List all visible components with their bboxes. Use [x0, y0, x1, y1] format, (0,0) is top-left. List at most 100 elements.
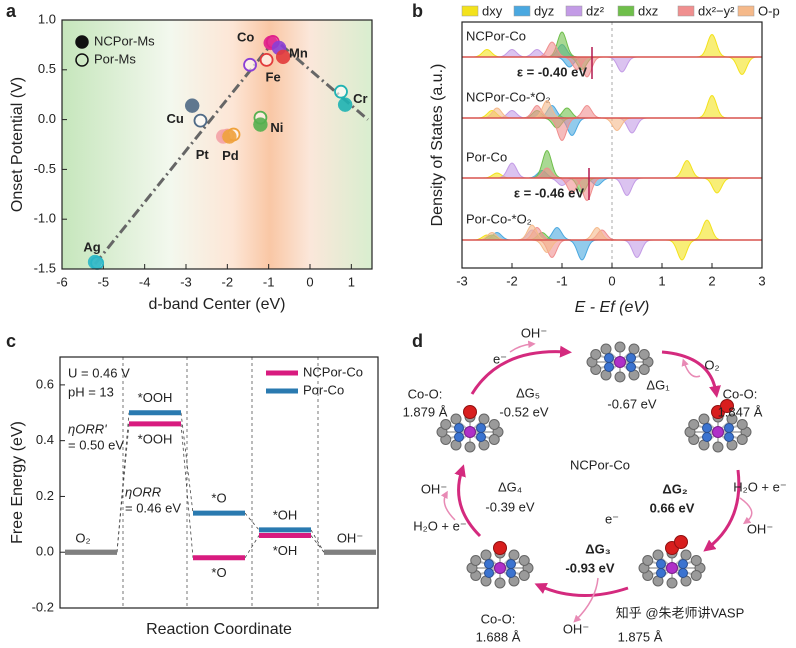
level-label: *O	[211, 565, 226, 580]
y-tick-label: -1.5	[34, 260, 56, 275]
data-point	[259, 52, 274, 67]
data-point	[243, 57, 257, 72]
dos-peak	[607, 177, 647, 197]
atom	[480, 549, 492, 561]
x-tick-label: -3	[180, 274, 192, 289]
legend-label: dxz	[638, 3, 658, 18]
level-label: O₂	[75, 531, 90, 546]
level-label: *OOH	[138, 390, 173, 405]
dos-peak	[692, 94, 732, 119]
data-point	[275, 49, 291, 65]
annotation: U = 0.46 V	[68, 365, 130, 380]
level-label: *O	[211, 491, 226, 506]
atom	[736, 434, 748, 445]
connector	[116, 412, 130, 553]
legend-label: NCPor-Ms	[94, 33, 155, 48]
diagram-label: -0.39 eV	[485, 499, 534, 514]
dos-peak	[687, 219, 727, 241]
reaction-arrow	[440, 490, 456, 521]
reaction-arrow	[454, 464, 482, 538]
reaction-arrow	[573, 577, 599, 623]
atom	[736, 419, 748, 430]
atom	[628, 343, 640, 355]
connector	[244, 512, 260, 531]
reaction-arrow	[534, 582, 629, 597]
x-tick-label: -3	[456, 273, 468, 288]
atom	[656, 559, 666, 569]
x-tick-label: -1	[556, 273, 568, 288]
overpotential-label: ηORR	[125, 484, 161, 499]
atom	[518, 570, 530, 581]
atom	[464, 426, 476, 438]
diagram-label: 0.66 eV	[650, 500, 695, 515]
legend-swatch	[617, 5, 635, 17]
overpotential-label: ηORR'	[68, 421, 107, 436]
diagram-label: 1.847 Å	[718, 404, 763, 419]
data-point	[87, 254, 103, 270]
plot-frame	[461, 21, 763, 269]
diagram-label: NCPor-Co	[570, 457, 630, 472]
atom	[506, 568, 516, 578]
atom	[626, 362, 636, 372]
molecule	[436, 405, 504, 453]
diagram-label: O₂	[704, 357, 719, 372]
x-tick-label: -2	[222, 274, 234, 289]
x-axis-label: E - Ef (eV)	[575, 299, 650, 316]
row-label: Por-Co	[466, 149, 507, 164]
legend-label: Por-Ms	[94, 51, 136, 66]
x-tick-label: -1	[263, 274, 275, 289]
atom	[484, 568, 494, 578]
x-tick-label: 1	[348, 274, 355, 289]
y-tick-label: 0.0	[38, 111, 56, 126]
x-tick-label: 0	[306, 274, 313, 289]
y-tick-label: 0.0	[36, 544, 54, 559]
connector	[310, 529, 325, 553]
diagram-label: OH⁻	[747, 521, 773, 536]
x-tick-label: 0	[608, 273, 615, 288]
dos-peak	[697, 177, 737, 194]
molecule	[586, 341, 654, 383]
dos-peak	[692, 33, 732, 58]
atom	[604, 353, 614, 363]
d-band-label: ε = -0.40 eV	[517, 64, 587, 79]
legend-marker	[75, 35, 89, 49]
row-label: NCPor-Co	[466, 28, 526, 43]
plot-frame	[59, 356, 379, 609]
x-axis-label: Reaction Coordinate	[146, 621, 292, 638]
point-label: Ni	[270, 120, 283, 135]
atom	[464, 441, 476, 453]
y-axis-label: Free Energy (eV)	[9, 421, 26, 544]
diagram-label: -0.93 eV	[565, 560, 614, 575]
x-tick-label: 2	[708, 273, 715, 288]
legend-swatch	[513, 5, 531, 17]
atom	[698, 413, 710, 425]
point-label: Pd	[222, 148, 239, 163]
atom	[690, 570, 702, 581]
y-tick-label: 1.0	[38, 11, 56, 26]
level-label: *OH	[273, 543, 298, 558]
reaction-arrow	[661, 350, 721, 398]
legend-label: O-p	[758, 3, 780, 18]
data-point	[184, 98, 200, 113]
legend-swatch	[565, 5, 583, 17]
y-tick-label: -1.0	[34, 211, 56, 226]
legend-swatch	[677, 5, 695, 17]
atom	[518, 555, 530, 566]
diagram-label: ΔG₅	[516, 385, 540, 400]
annotation: pH = 13	[68, 384, 114, 399]
dos-peak	[617, 239, 657, 259]
atom	[690, 555, 702, 566]
atom	[488, 434, 500, 445]
atom	[688, 419, 700, 430]
molecule	[466, 541, 534, 589]
point-label: Fe	[266, 69, 281, 84]
atom	[712, 426, 724, 438]
atom	[702, 423, 712, 433]
atom	[470, 555, 482, 566]
atom	[724, 423, 734, 433]
x-tick-label: -6	[56, 274, 68, 289]
legend-label: Por-Co	[303, 382, 344, 397]
x-axis-label: d-band Center (eV)	[149, 296, 286, 313]
y-tick-label: -0.2	[32, 599, 54, 614]
y-axis-label: Density of States (a.u.)	[429, 64, 446, 227]
